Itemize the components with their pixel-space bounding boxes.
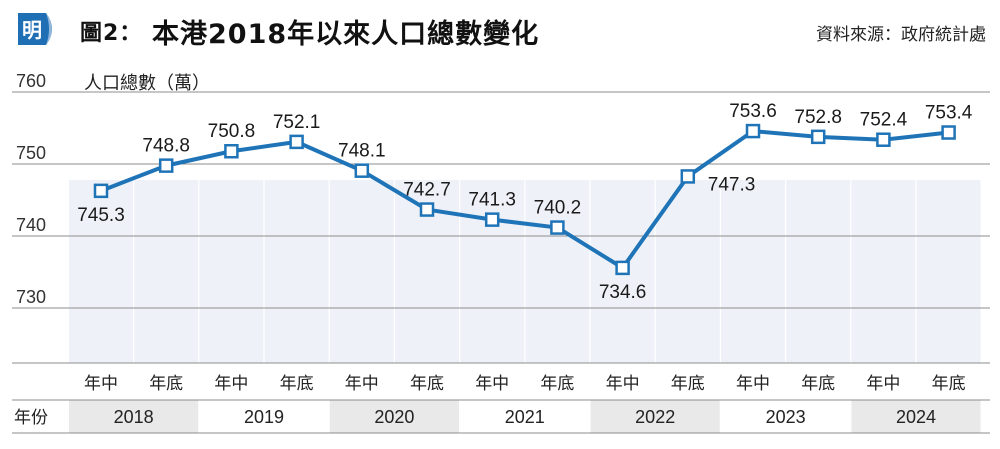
x-category-label: 年底 [410,374,444,394]
column-stripe [916,180,981,363]
year-band [721,400,851,433]
column-stripe [199,180,264,363]
x-category-label: 年中 [84,374,118,394]
data-labels: 745.3 748.8 750.8 752.1 748.1 742.7 741.3 740.2… [77,101,973,303]
x-category-label: 年中 [475,374,509,394]
data-point [224,143,239,159]
data-label: 753.4 [925,103,973,124]
chart-title: 本港2018年以來人口總數變化 [152,19,540,50]
y-tick-label: 730 [16,287,46,307]
year-label: 2020 [374,407,414,427]
column-stripe [721,180,785,363]
column-stripe [134,180,199,363]
data-label: 752.8 [794,107,842,128]
column-stripe [264,180,329,363]
data-label: 745.3 [77,205,125,226]
column-stripe [460,180,525,363]
x-category-label: 年底 [280,374,314,394]
data-label: 734.6 [599,282,647,303]
population-line-chart: 730 740 750 760 人口總數（萬） 745.3 748.8 750.8 752.… [12,71,990,434]
data-point [680,169,696,184]
chart-header: 明 圖2： 本港2018年以來人口總數變化 資料來源：政府統計處 [0,0,1000,60]
year-label: 2022 [635,407,675,427]
x-category-label: 年中 [736,374,770,394]
data-point [550,220,565,235]
year-band [199,400,329,433]
data-point [484,212,500,227]
year-label: 2024 [896,407,936,427]
data-point [354,163,370,178]
column-stripe [786,180,851,363]
x-category-label: 年底 [540,374,574,394]
x-category-label: 年底 [801,374,835,394]
data-point [93,183,109,199]
data-label: 752.1 [273,112,321,133]
x-category-label: 年底 [671,374,705,394]
source-note: 資料來源：政府統計處 [816,25,986,45]
year-label: 2019 [244,407,284,427]
year-band [69,400,199,433]
data-label: 753.6 [729,101,777,122]
year-row-label: 年份 [14,408,48,428]
data-point [419,202,435,217]
data-point [289,134,304,150]
year-band [851,400,981,433]
data-label: 740.2 [534,198,582,219]
year-band [460,400,590,433]
population-series [93,123,956,276]
data-label: 752.4 [860,110,908,131]
data-point [810,129,826,145]
data-point [745,123,761,139]
year-band [590,400,720,433]
year-label: 2021 [505,407,545,427]
y-axis-label: 人口總數（萬） [84,73,210,94]
data-label: 750.8 [208,121,256,142]
y-tick-label: 740 [16,215,46,235]
x-category-label: 年中 [345,374,379,394]
column-stripes [69,180,981,363]
data-point [615,260,630,276]
y-axis-ticks: 730 740 750 760 [16,71,46,307]
x-category-label: 年底 [149,374,183,394]
data-point [158,158,174,173]
column-stripe [851,180,916,363]
y-tick-label: 760 [16,71,46,91]
logo-glyph: 明 [22,18,42,42]
year-label: 2018 [114,407,154,427]
figure-label: 圖2： [80,21,143,46]
column-stripe [655,180,720,363]
column-stripe [69,180,133,363]
year-row: 2018 2019 2020 2021 2022 2023 2024 年份 [12,399,990,434]
data-label: 741.3 [468,190,516,211]
year-label: 2023 [766,407,806,427]
x-category-label: 年中 [866,374,900,394]
series-line [100,129,949,270]
data-label: 747.3 [708,174,756,195]
year-band [329,400,459,433]
data-point [876,132,891,147]
y-tick-label: 750 [16,143,46,163]
column-stripe [525,180,590,363]
x-category-label: 年中 [214,374,248,394]
x-category-label: 年底 [932,374,966,394]
data-label: 748.1 [338,141,386,162]
x-axis-categories: 年中 年底 年中 年底 年中 年底 年中 年底 年中 年底 年中 年底 年中 年底 [84,374,966,394]
column-stripe [329,180,394,363]
data-label: 748.8 [142,136,190,157]
x-category-label: 年中 [606,374,640,394]
data-point [941,125,956,140]
data-label: 742.7 [403,180,451,201]
ming-pao-logo: 明 [18,13,52,45]
